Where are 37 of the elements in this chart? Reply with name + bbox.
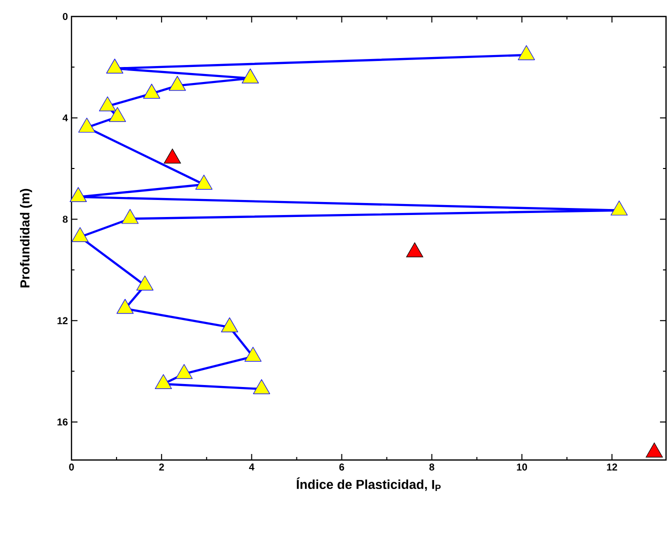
point [646, 442, 663, 458]
point [99, 96, 116, 112]
x-tick-label: 8 [429, 464, 434, 471]
x-tick-label: 0 [69, 464, 74, 471]
point [116, 298, 134, 314]
point [406, 242, 424, 258]
y-tick-label: 12 [58, 317, 68, 324]
x-tick-label: 12 [607, 464, 618, 470]
point [154, 374, 172, 390]
y-tick-label: 8 [62, 216, 68, 223]
x-tick-label: 10 [516, 464, 528, 471]
point [610, 200, 628, 216]
point [221, 317, 238, 332]
point [106, 58, 124, 74]
point [518, 45, 535, 60]
point [70, 187, 87, 202]
x-tick-label: 6 [339, 464, 344, 471]
point [244, 346, 262, 362]
point [253, 379, 270, 394]
point [168, 76, 186, 91]
point [122, 208, 139, 224]
x-tick-label: 4 [249, 464, 254, 470]
y-tick-label: 4 [62, 114, 68, 122]
point [164, 148, 181, 164]
y-tick-label: 0 [62, 12, 68, 20]
point [176, 364, 193, 379]
point [195, 174, 212, 190]
x-tick-label: 2 [159, 464, 164, 470]
y-axis-title: Profundidad (m) [20, 188, 32, 288]
point [136, 276, 154, 290]
point [108, 107, 126, 122]
point [143, 84, 160, 99]
point [72, 227, 89, 242]
point [242, 68, 259, 84]
point [78, 118, 96, 133]
x-axis-title: Índice de Plasticidad, I$_{P}$ [296, 477, 441, 492]
y-tick-label: 16 [58, 418, 68, 426]
